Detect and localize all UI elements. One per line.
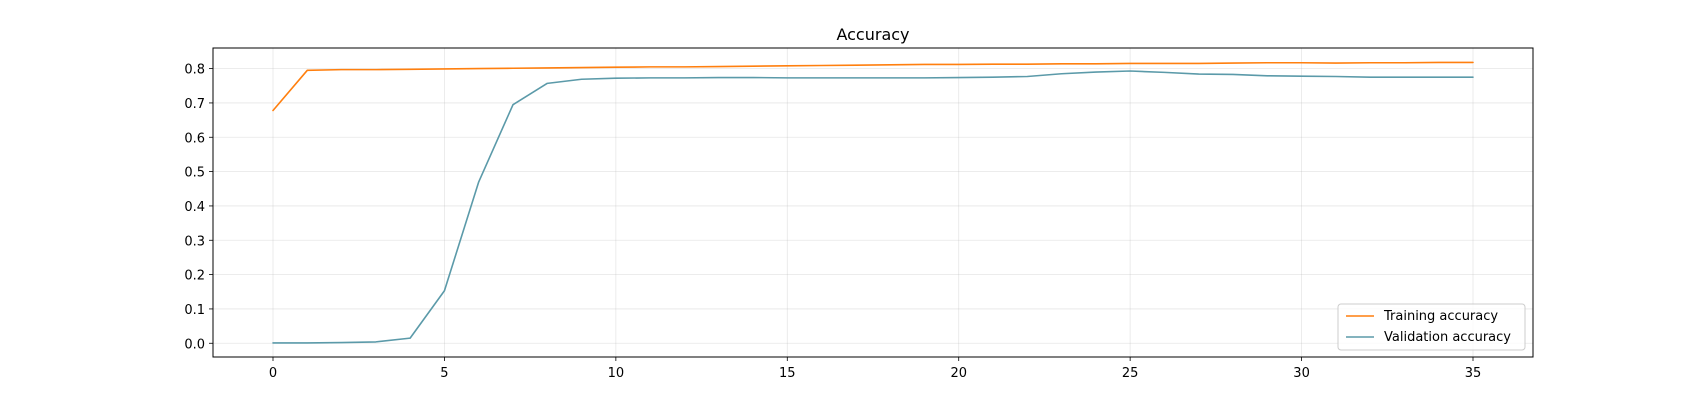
x-tick-label: 5 [440,366,448,381]
validation-accuracy-line [272,70,1474,344]
y-tick-label: 0.5 [184,166,205,181]
y-tick-label: 0.1 [184,303,205,318]
y-tick-label: 0.7 [184,97,205,112]
legend-label-validation: Validation accuracy [1384,330,1511,345]
x-tick-label: 15 [779,366,796,381]
y-tick-label: 0.3 [184,234,205,249]
training-accuracy-line [272,61,1474,112]
grid-layer [213,48,1533,357]
series-layer [272,61,1474,344]
tick-layer: 0 5 10 15 20 25 30 35 0.0 0.1 0.2 0.3 0.4 0.5 0.6 0.7 0.… [184,63,1481,381]
y-tick-label: 0.8 [184,63,205,78]
x-tick-label: 25 [1122,366,1139,381]
y-tick-label: 0.2 [184,269,205,284]
plot-frame [212,47,1534,358]
x-tick-label: 0 [269,366,277,381]
y-tick-label: 0.6 [184,131,205,146]
x-tick-label: 35 [1465,366,1482,381]
x-tick-label: 30 [1293,366,1310,381]
chart-title: Accuracy [836,25,909,44]
legend-box [1337,303,1526,351]
y-tick-label: 0.0 [184,337,205,352]
legend-label-training: Training accuracy [1383,309,1498,324]
x-tick-label: 20 [950,366,967,381]
legend: Training accuracy Validation accuracy [1337,303,1526,351]
y-tick-label: 0.4 [184,200,205,215]
x-tick-label: 10 [608,366,625,381]
